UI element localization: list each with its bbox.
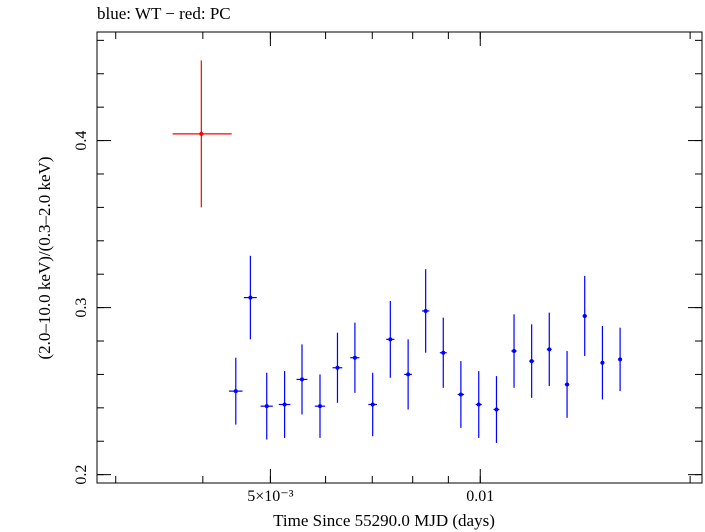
data-point (199, 131, 204, 136)
series-pc (172, 60, 232, 208)
series-wt (228, 255, 623, 443)
x-tick-label: 5×10⁻³ (247, 488, 293, 505)
data-series (172, 60, 623, 443)
data-point (317, 404, 322, 409)
data-point (600, 360, 605, 365)
data-point (512, 349, 517, 354)
y-tick-label: 0.3 (73, 298, 90, 318)
chart-title: blue: WT − red: PC (97, 4, 231, 23)
data-point (582, 313, 587, 318)
data-point (370, 402, 375, 407)
data-point (352, 355, 357, 360)
data-point (299, 377, 304, 382)
data-point (441, 350, 446, 355)
axis-ticks (97, 32, 702, 483)
data-point (233, 389, 238, 394)
data-point (248, 295, 253, 300)
data-point (565, 382, 570, 387)
axis-tick-labels: 5×10⁻³ 0.01 0.2 0.3 0.4 (73, 131, 494, 505)
data-point (264, 404, 269, 409)
y-tick-label: 0.4 (73, 131, 90, 151)
data-point (423, 308, 428, 313)
data-point (529, 359, 534, 364)
data-point (282, 402, 287, 407)
y-tick-label: 0.2 (73, 465, 90, 485)
x-axis-label: Time Since 55290.0 MJD (days) (273, 511, 495, 530)
data-point (494, 407, 499, 412)
data-point (618, 357, 623, 362)
data-point (547, 347, 552, 352)
data-point (335, 365, 340, 370)
plot-frame (96, 31, 703, 484)
y-axis-label: (2.0–10.0 keV)/(0.3–2.0 keV) (35, 156, 54, 359)
data-point (406, 372, 411, 377)
data-point (476, 402, 481, 407)
x-tick-label: 0.01 (466, 488, 494, 505)
data-point (458, 392, 463, 397)
data-point (388, 337, 393, 342)
